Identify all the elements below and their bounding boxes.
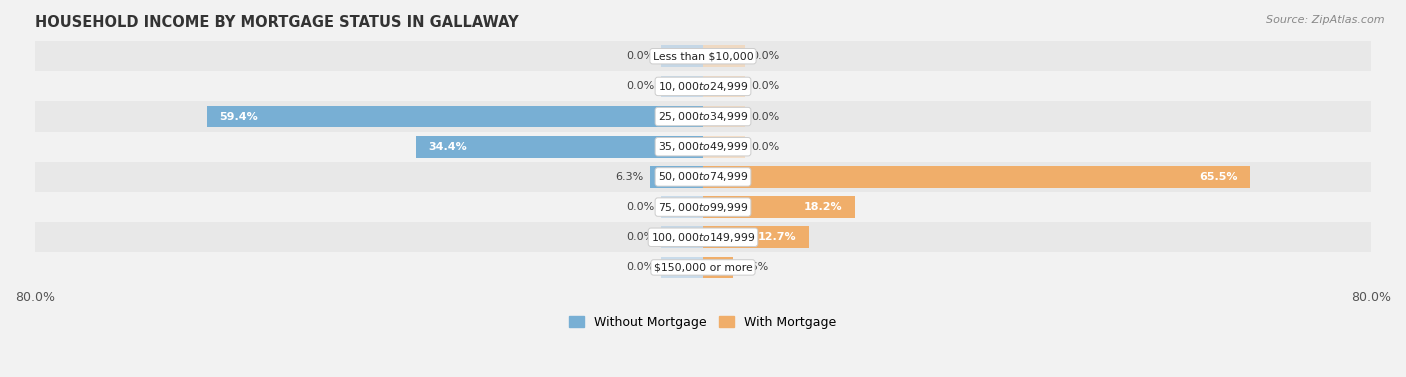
Bar <box>661 196 703 218</box>
Text: $100,000 to $149,999: $100,000 to $149,999 <box>651 231 755 244</box>
Bar <box>35 101 1371 132</box>
Bar <box>207 106 703 127</box>
Text: 0.0%: 0.0% <box>626 81 655 91</box>
Bar <box>661 75 703 97</box>
Text: Less than $10,000: Less than $10,000 <box>652 51 754 61</box>
Text: 6.3%: 6.3% <box>616 172 644 182</box>
Bar <box>703 45 745 67</box>
Bar <box>35 71 1371 101</box>
Text: $10,000 to $24,999: $10,000 to $24,999 <box>658 80 748 93</box>
Bar <box>703 136 745 158</box>
Bar <box>35 222 1371 252</box>
Text: 0.0%: 0.0% <box>626 262 655 273</box>
Text: 0.0%: 0.0% <box>751 51 780 61</box>
Bar <box>703 227 808 248</box>
Text: $75,000 to $99,999: $75,000 to $99,999 <box>658 201 748 214</box>
Text: 0.0%: 0.0% <box>751 81 780 91</box>
Text: $35,000 to $49,999: $35,000 to $49,999 <box>658 140 748 153</box>
Bar <box>703 257 733 278</box>
Bar <box>416 136 703 158</box>
Bar <box>703 75 745 97</box>
Text: 0.0%: 0.0% <box>626 232 655 242</box>
Text: 65.5%: 65.5% <box>1199 172 1237 182</box>
Bar <box>661 227 703 248</box>
Text: $50,000 to $74,999: $50,000 to $74,999 <box>658 170 748 184</box>
Bar <box>35 41 1371 71</box>
Text: 0.0%: 0.0% <box>626 51 655 61</box>
Text: 12.7%: 12.7% <box>758 232 797 242</box>
Bar <box>651 166 703 188</box>
Text: $25,000 to $34,999: $25,000 to $34,999 <box>658 110 748 123</box>
Bar <box>35 252 1371 282</box>
Bar <box>35 132 1371 162</box>
Text: 0.0%: 0.0% <box>751 112 780 121</box>
Legend: Without Mortgage, With Mortgage: Without Mortgage, With Mortgage <box>564 311 842 334</box>
Text: 3.6%: 3.6% <box>740 262 768 273</box>
Bar <box>661 257 703 278</box>
Bar <box>661 45 703 67</box>
Text: 18.2%: 18.2% <box>804 202 842 212</box>
Bar <box>35 192 1371 222</box>
Bar <box>703 196 855 218</box>
Bar <box>703 106 745 127</box>
Text: 0.0%: 0.0% <box>751 142 780 152</box>
Bar <box>703 166 1250 188</box>
Bar <box>35 162 1371 192</box>
Text: 34.4%: 34.4% <box>429 142 467 152</box>
Text: HOUSEHOLD INCOME BY MORTGAGE STATUS IN GALLAWAY: HOUSEHOLD INCOME BY MORTGAGE STATUS IN G… <box>35 15 519 30</box>
Text: $150,000 or more: $150,000 or more <box>654 262 752 273</box>
Text: 59.4%: 59.4% <box>219 112 259 121</box>
Text: 0.0%: 0.0% <box>626 202 655 212</box>
Text: Source: ZipAtlas.com: Source: ZipAtlas.com <box>1267 15 1385 25</box>
